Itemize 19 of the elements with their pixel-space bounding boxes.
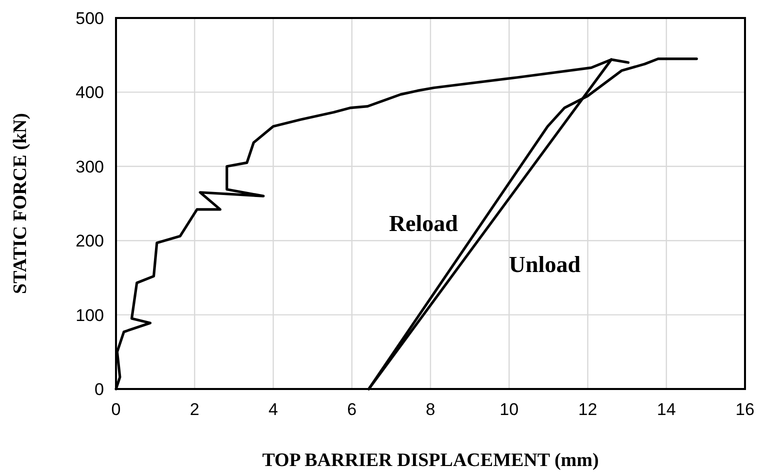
x-tick-label: 14 [656, 400, 676, 419]
x-tick-label: 0 [111, 400, 121, 419]
x-tick-label: 4 [268, 400, 278, 419]
series-label: Unload [508, 252, 581, 277]
x-tick-label: 2 [190, 400, 200, 419]
x-tick-label: 6 [347, 400, 357, 419]
y-axis-title: STATIC FORCE (kN) [10, 113, 31, 294]
y-tick-label: 400 [76, 83, 104, 102]
y-tick-label: 300 [76, 157, 104, 176]
y-tick-label: 500 [76, 9, 104, 28]
x-tick-label: 8 [426, 400, 436, 419]
x-tick-label: 12 [578, 400, 598, 419]
x-axis-title: TOP BARRIER DISPLACEMENT (mm) [262, 450, 599, 471]
x-tick-label: 16 [736, 400, 754, 419]
y-tick-label: 100 [76, 306, 104, 325]
x-tick-label: 10 [500, 400, 519, 419]
y-tick-label: 0 [94, 380, 104, 399]
y-tick-label: 200 [76, 232, 104, 251]
series-label: Reload [388, 211, 458, 236]
